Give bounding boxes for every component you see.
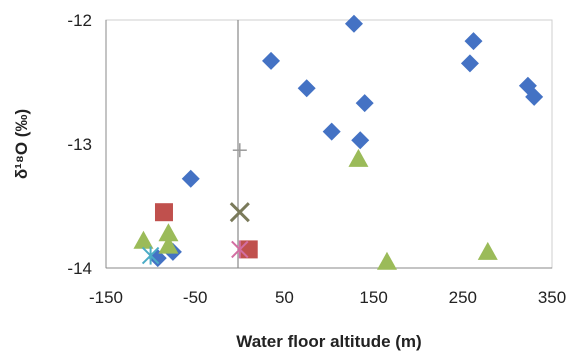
diamond-point <box>181 169 200 188</box>
diamond-point <box>351 131 370 150</box>
square-point <box>239 240 258 259</box>
y-tick-label: -14 <box>67 259 92 278</box>
triangle-point <box>348 148 369 167</box>
diamond-point <box>355 94 374 113</box>
triangle-point <box>477 241 498 260</box>
y-tick-labels: -12 -13 -14 <box>67 11 92 278</box>
diamond-point <box>460 54 479 73</box>
triangle-point <box>133 230 154 249</box>
data-points <box>133 14 544 270</box>
diamond-point <box>322 122 341 141</box>
x-tick-label: 250 <box>449 288 477 307</box>
star-point <box>231 240 249 259</box>
x-tick-label: 150 <box>359 288 387 307</box>
plot-area <box>105 19 553 269</box>
diamond-point <box>464 32 483 51</box>
diamond-point <box>262 51 281 70</box>
plus-point <box>232 143 247 158</box>
x-tick-label: 350 <box>538 288 566 307</box>
x-tick-label: 50 <box>275 288 294 307</box>
triangle-point <box>376 251 397 270</box>
x-tick-label: -150 <box>89 288 123 307</box>
star-point <box>141 246 160 265</box>
y-tick-label: -12 <box>67 11 92 30</box>
diamond-point <box>297 79 316 98</box>
triangle-point <box>158 235 179 254</box>
x-tick-label: -50 <box>183 288 208 307</box>
y-axis-title: δ¹⁸O (‰) <box>12 109 31 179</box>
diamond-point <box>344 14 363 33</box>
x-point <box>229 202 250 223</box>
square-point <box>154 203 173 222</box>
diamond-point <box>525 87 544 106</box>
y-tick-label: -13 <box>67 135 92 154</box>
triangle-point <box>158 223 179 242</box>
x-tick-labels: -150 -50 50 150 250 350 <box>89 288 566 307</box>
x-axis-title: Water floor altitude (m) <box>236 332 421 351</box>
